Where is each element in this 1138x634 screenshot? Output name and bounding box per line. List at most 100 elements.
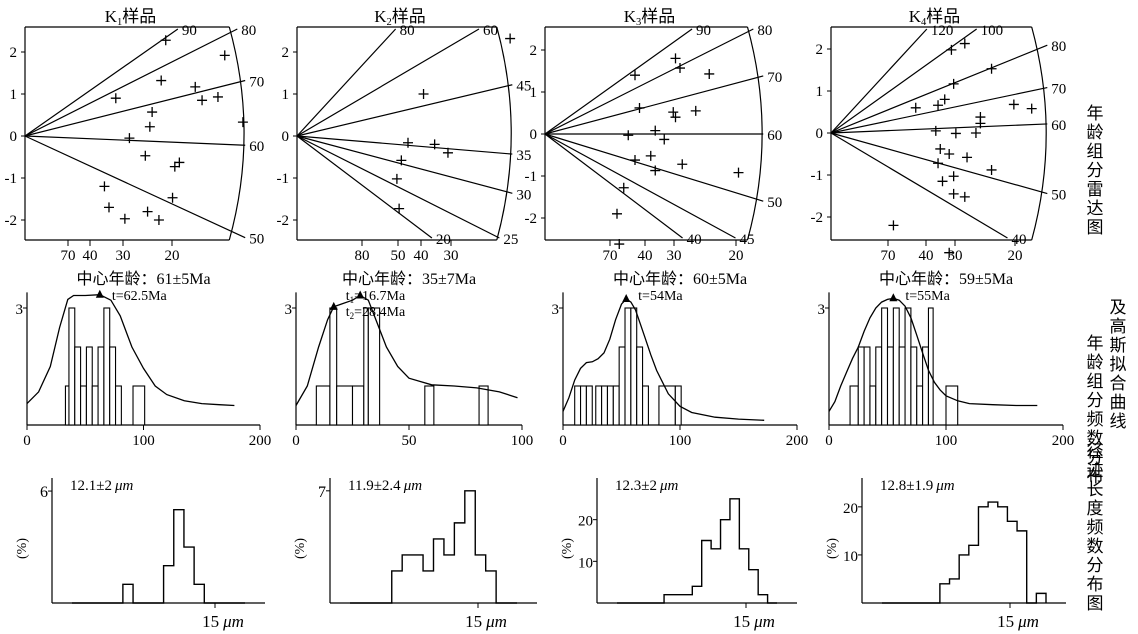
- radial-k2-ytick-label: 0: [282, 129, 290, 145]
- radial-k3-xtick-label: 20: [729, 248, 744, 264]
- radial-k4-point: [962, 152, 973, 163]
- radial-k1-point: [124, 133, 135, 144]
- radial-k3-point: [623, 130, 634, 141]
- radial-k3-title-sub: 3: [636, 17, 641, 28]
- radial-k3-ytick-label: 0: [530, 127, 538, 143]
- length-hist-2-ylabel: (%): [293, 538, 308, 559]
- radial-k4-point: [946, 44, 957, 55]
- age-hist-4-bar: [945, 385, 959, 426]
- age-hist-2-peak-marker: [329, 301, 338, 310]
- age-hist-1-peak-label: t=62.5Ma: [112, 289, 168, 304]
- radial-k3-point: [630, 155, 640, 166]
- radial-k3-point: [704, 68, 715, 79]
- length-hist-1-step: [72, 509, 245, 604]
- radial-k4-xtick-label: 20: [1008, 248, 1023, 264]
- age-hist-1-gaussian-curve: [26, 294, 235, 407]
- length-hist-3-stat-value: 12.3±2: [615, 478, 657, 494]
- age-hist-2-title: 中心年龄：35±7Ma: [342, 270, 476, 288]
- radial-k3-point: [614, 239, 625, 250]
- radial-k4-ray-label: 70: [1051, 82, 1066, 98]
- age-hist-4-bar: [927, 307, 934, 426]
- age-hist-4-bar: [886, 346, 894, 426]
- radial-k4-ray: [830, 123, 1048, 134]
- radial-k4-ray: [830, 86, 1048, 134]
- radial-k3-ray-label: 90: [696, 23, 711, 39]
- age-hist-4-bar: [881, 307, 889, 426]
- radial-k3-point: [645, 150, 656, 161]
- age-hist-3-bar: [624, 307, 632, 426]
- age-hist-3-xtick-label: 100: [669, 433, 692, 449]
- radial-k1-point: [156, 75, 167, 86]
- length-hist-1-xtick-label: 15 μm: [202, 612, 244, 631]
- radial-k2-age-arc: [496, 26, 512, 241]
- radial-k4-ray-label: 40: [1011, 232, 1026, 248]
- radial-k4-point: [948, 188, 959, 199]
- radial-k2-ray-label: 45: [516, 79, 531, 95]
- radial-k1-title-rest: 样品: [122, 7, 156, 26]
- radial-k1-ray-label: 70: [249, 75, 264, 91]
- radial-k2-point: [403, 137, 413, 148]
- radial-k1-ray-label: 50: [249, 232, 264, 248]
- age-hist-3-bar: [612, 385, 620, 426]
- length-hist-3-xtick-value: 15: [733, 612, 750, 631]
- radial-k4-point: [986, 63, 997, 74]
- radial-k4-point: [937, 176, 948, 187]
- radial-k1-title-main: K: [105, 7, 118, 26]
- age-hist-2-bar: [424, 385, 435, 426]
- radial-k2-ray: [296, 135, 513, 155]
- radial-k1-point: [140, 150, 151, 161]
- age-hist-3-peak-label: t=54Ma: [638, 289, 683, 304]
- radial-k3-point: [677, 159, 688, 170]
- length-hist-3-stat-unit: μm: [659, 478, 679, 494]
- age-hist-1-peak-marker: [95, 289, 104, 298]
- age-hist-4-bar: [857, 346, 865, 426]
- radial-k4-point: [948, 78, 959, 89]
- radial-k1-point: [197, 95, 208, 106]
- age-hist-3-bar: [642, 385, 649, 426]
- length-hist-4-ytick-label: 10: [843, 549, 858, 565]
- radial-k3-point: [690, 105, 701, 116]
- age-hist-3-bar: [630, 307, 638, 426]
- radial-k4-point: [944, 247, 955, 258]
- radial-k3-ytick-label: -1: [525, 169, 538, 185]
- radial-k4-age-arc: [1031, 26, 1047, 241]
- radial-k4-ytick-label: 0: [816, 126, 824, 142]
- age-hist-4-bar: [849, 385, 859, 426]
- length-hist-2-stat: 11.9±2.4 μm: [348, 478, 422, 494]
- age-hist-4-xtick-label: 200: [1052, 433, 1075, 449]
- age-hist-4-xtick-label: 0: [825, 433, 833, 449]
- age-hist-1-bar: [68, 307, 76, 426]
- age-hist-1-ytick-label: 3: [16, 302, 24, 318]
- age-hist-2-bar: [363, 307, 369, 426]
- radial-k1-ray: [24, 79, 246, 137]
- radial-k4-ytick-label: -1: [811, 168, 824, 184]
- length-hist-3-xtick-label: 15 μm: [733, 612, 775, 631]
- radial-k4-ray-label: 50: [1051, 188, 1066, 204]
- radial-k4-ray: [830, 44, 1048, 134]
- radial-k4-point: [910, 102, 921, 113]
- radial-k1-point: [99, 181, 110, 192]
- radial-k3-ray-label: 60: [767, 128, 782, 144]
- length-hist-2-step: [350, 490, 517, 604]
- radial-k4-point: [1026, 103, 1037, 114]
- length-hist-3-ytick-label: 20: [578, 514, 593, 530]
- radial-k2-point: [396, 155, 407, 166]
- age-hist-4-bar: [922, 346, 929, 426]
- radial-k3-title: K3样品: [624, 7, 676, 28]
- age-hist-3-peak-marker: [622, 294, 631, 303]
- radial-k4-point: [935, 143, 946, 154]
- radial-k1-point: [190, 81, 201, 92]
- radial-k4-point: [975, 118, 986, 129]
- radial-k4-title-main: K: [909, 7, 922, 26]
- length-hist-3-step: [617, 498, 777, 604]
- radial-k1-ytick-label: 1: [10, 87, 18, 103]
- age-hist-1-bar: [74, 346, 82, 426]
- age-hist-1-bar: [114, 385, 122, 426]
- radial-k2-ray-label: 20: [436, 232, 451, 248]
- radial-k2-ray: [296, 135, 500, 239]
- radial-k4-ytick-label: 2: [816, 42, 824, 58]
- radial-k4-point: [986, 164, 997, 175]
- age-hist-3-bar: [574, 385, 582, 426]
- radial-k1-point: [174, 157, 185, 168]
- age-hist-2-bar: [329, 307, 338, 426]
